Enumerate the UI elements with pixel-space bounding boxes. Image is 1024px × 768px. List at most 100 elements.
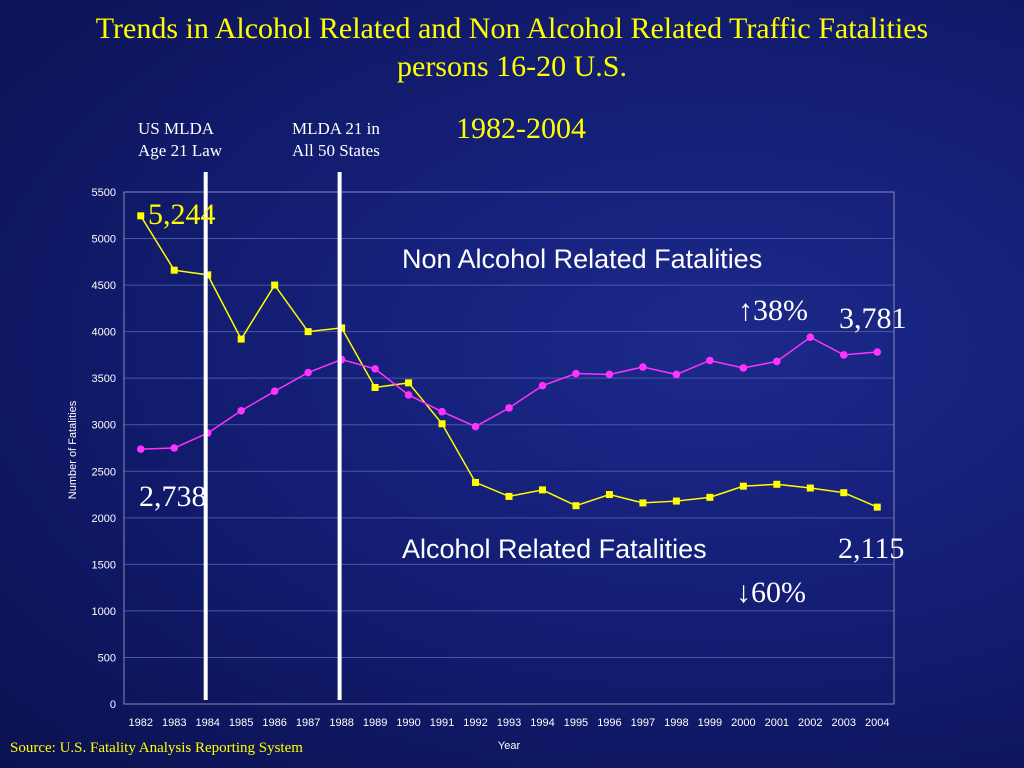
data-point	[304, 368, 312, 377]
annotation-alcohol-change: ↓60%	[736, 576, 806, 609]
data-point	[438, 420, 446, 428]
x-tick-label: 1984	[195, 717, 219, 729]
data-point	[873, 348, 882, 356]
x-tick-label: 1989	[363, 717, 387, 729]
law-label-1984: US MLDA Age 21 Law	[138, 119, 223, 160]
data-point	[538, 486, 546, 494]
annotation-non-alcohol-end: 3,781	[839, 302, 907, 335]
slide-subtitle: 1982-2004	[456, 112, 586, 145]
data-point	[270, 387, 279, 396]
data-point	[404, 391, 413, 399]
annotation-non-alcohol-change: ↑38%	[738, 294, 808, 327]
source-note: Source: U.S. Fatality Analysis Reporting…	[10, 740, 303, 756]
y-tick-label: 2000	[92, 513, 116, 525]
annotation-alcohol-series-label: Alcohol Related Fatalities	[402, 534, 707, 564]
data-point	[672, 497, 680, 505]
data-point	[839, 351, 848, 359]
y-axis-label: Number of Fatalities	[67, 400, 79, 499]
data-point	[170, 444, 179, 452]
data-point	[137, 212, 145, 220]
annotation-non-alcohol-start: 2,738	[139, 480, 207, 513]
x-tick-label: 1994	[530, 717, 554, 729]
data-point	[706, 356, 714, 365]
x-tick-label: 2003	[832, 717, 856, 729]
x-tick-label: 2004	[865, 717, 889, 729]
data-point	[304, 328, 312, 336]
data-point	[873, 503, 881, 511]
series-line-1	[140, 336, 878, 450]
series-layer	[136, 212, 882, 511]
x-tick-label: 2001	[765, 717, 789, 729]
x-tick-label: 1997	[631, 717, 655, 729]
data-point	[271, 281, 279, 289]
data-point	[773, 480, 781, 488]
x-tick-label: 1986	[262, 717, 286, 729]
data-point	[739, 364, 748, 372]
data-point	[773, 357, 781, 366]
y-tick-label: 1500	[92, 559, 116, 571]
data-point	[170, 266, 178, 274]
data-point	[371, 383, 379, 391]
x-tick-label: 1993	[497, 717, 521, 729]
x-tick-label: 1995	[564, 717, 588, 729]
y-tick-label: 4000	[92, 327, 116, 339]
data-point	[505, 404, 513, 412]
data-point	[639, 363, 647, 371]
x-tick-label: 1991	[430, 717, 454, 729]
annotation-alcohol-start: 5,244	[148, 198, 216, 231]
y-tick-label: 5000	[92, 234, 116, 246]
data-point	[739, 482, 747, 490]
data-point	[572, 369, 580, 378]
x-tick-label: 1983	[162, 717, 186, 729]
x-tick-label: 1999	[698, 717, 722, 729]
x-tick-label: 1998	[664, 717, 688, 729]
y-tick-label: 500	[98, 652, 116, 664]
x-tick-label: 1982	[128, 717, 152, 729]
x-axis-label: Year	[498, 740, 521, 752]
slide-title: Trends in Alcohol Related and Non Alcoho…	[95, 12, 929, 83]
y-tick-label: 3500	[92, 373, 116, 385]
data-point	[605, 491, 613, 499]
data-point	[237, 406, 245, 415]
y-tick-label: 1000	[92, 606, 116, 618]
annotation-non-alcohol-series-label: Non Alcohol Related Fatalities	[402, 244, 762, 274]
data-point	[136, 445, 145, 453]
y-tick-label: 4500	[92, 280, 116, 292]
data-point	[572, 502, 580, 510]
y-tick-label: 0	[110, 699, 116, 711]
data-point	[706, 493, 714, 501]
data-point	[672, 370, 681, 379]
x-tick-labels: 1982 1983 1984 1985 1986 1987 1988 1989 1990 1991…	[128, 717, 889, 729]
x-tick-label: 1985	[229, 717, 253, 729]
x-tick-label: 1996	[597, 717, 621, 729]
y-tick-labels: 0 500 1000 1500 2000 2500 3000 3500 4000 4500 5000…	[92, 187, 116, 711]
data-point	[840, 489, 848, 497]
law-label-1988: MLDA 21 in All 50 States	[292, 119, 380, 160]
y-tick-label: 2500	[92, 466, 116, 478]
data-point	[438, 407, 446, 416]
data-point	[237, 335, 245, 343]
x-tick-label: 1988	[329, 717, 353, 729]
x-tick-label: 2002	[798, 717, 822, 729]
data-point	[806, 484, 814, 492]
data-point	[806, 333, 815, 342]
x-tick-label: 1990	[396, 717, 420, 729]
x-tick-label: 1992	[463, 717, 487, 729]
data-point	[538, 381, 547, 390]
plot-frame	[123, 191, 895, 705]
data-point	[405, 379, 413, 387]
x-tick-label: 2000	[731, 717, 755, 729]
annotation-alcohol-end: 2,115	[838, 532, 904, 565]
data-point	[472, 478, 480, 486]
data-point	[371, 365, 379, 373]
y-tick-label: 5500	[92, 187, 116, 199]
data-point	[639, 499, 647, 507]
law-lines	[203, 172, 342, 700]
y-tick-label: 3000	[92, 420, 116, 432]
x-tick-label: 1987	[296, 717, 320, 729]
data-point	[471, 422, 480, 431]
data-point	[605, 370, 614, 379]
data-point	[505, 492, 513, 500]
